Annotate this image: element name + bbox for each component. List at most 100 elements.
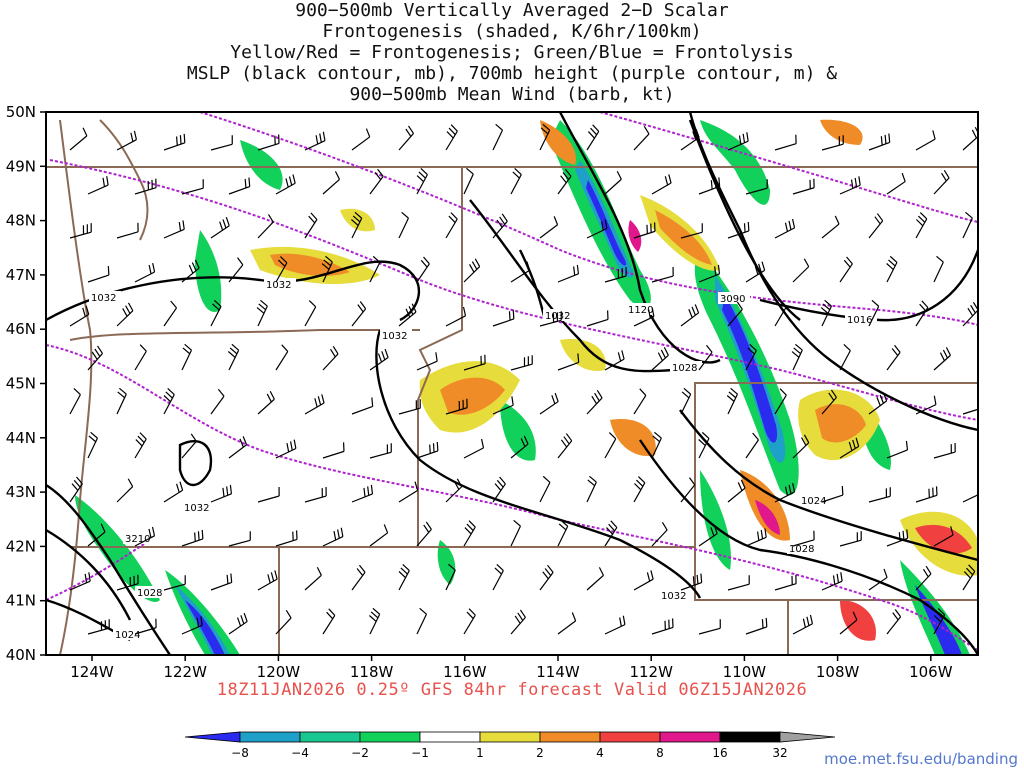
wind-barb xyxy=(886,344,901,371)
lon-tick-label: 114W xyxy=(536,663,580,680)
wind-barb xyxy=(698,431,710,459)
wind-barb xyxy=(116,130,138,151)
wind-barb xyxy=(398,125,414,151)
wind-barb xyxy=(510,519,522,547)
site-link[interactable]: moe.met.fsu.edu/banding xyxy=(824,750,1018,768)
wind-barb xyxy=(134,618,157,635)
wind-barb xyxy=(445,563,456,591)
wind-barb xyxy=(275,609,292,635)
wind-barb xyxy=(304,567,322,591)
wind-barb xyxy=(745,179,768,195)
wind-barb xyxy=(633,125,650,151)
wind-barb xyxy=(134,344,147,371)
wind-barb xyxy=(727,132,749,151)
lat-tick-label: 43N xyxy=(6,483,36,501)
lon-tick-label: 110W xyxy=(723,663,767,680)
wind-barb xyxy=(87,523,106,547)
lat-tick-label: 49N xyxy=(6,157,36,175)
wind-barb xyxy=(774,218,796,239)
mslp-label: 1024 xyxy=(801,496,826,507)
wind-barb xyxy=(416,256,430,283)
wind-barb xyxy=(275,256,288,283)
wind-barb xyxy=(557,353,580,371)
wind-barb xyxy=(745,343,757,371)
wind-barb xyxy=(210,216,230,239)
wind-barb xyxy=(604,170,622,195)
wind-barb xyxy=(163,575,186,591)
wind-barb xyxy=(680,223,703,239)
wind-barb xyxy=(257,390,275,415)
wind-barb xyxy=(821,572,843,591)
wind-barb xyxy=(557,264,580,283)
wind-barb xyxy=(445,124,458,151)
mslp-label: 1028 xyxy=(789,544,814,555)
wind-barb xyxy=(322,527,344,547)
wind-barb xyxy=(510,167,522,195)
wind-barb xyxy=(868,133,891,151)
wind-barb xyxy=(745,261,766,283)
wind-barb xyxy=(651,618,674,635)
wind-barb xyxy=(351,484,374,503)
wind-barb xyxy=(839,531,862,547)
mslp-label: 1028 xyxy=(672,363,697,374)
colorbar-box xyxy=(539,731,601,743)
wind-barbs xyxy=(69,123,978,635)
wind-barb xyxy=(69,476,83,503)
wind-barb xyxy=(962,494,978,503)
wind-barb xyxy=(792,614,814,635)
wind-barb xyxy=(304,212,318,239)
wind-barb xyxy=(586,310,609,327)
lat-tick-label: 45N xyxy=(6,375,36,393)
height-label: 3090 xyxy=(720,294,745,305)
wind-barb xyxy=(69,305,90,327)
wind-barb xyxy=(445,212,458,239)
wind-barb xyxy=(962,408,978,415)
wind-barb xyxy=(604,520,618,547)
wind-barb xyxy=(727,221,750,239)
wind-barb xyxy=(539,123,551,151)
wind-barb xyxy=(181,343,193,371)
wind-barb xyxy=(726,387,739,415)
wind-barb xyxy=(651,431,662,459)
wind-barb xyxy=(492,123,504,151)
wind-barb xyxy=(87,266,110,283)
wind-barb xyxy=(257,487,280,503)
mslp-label: 1028 xyxy=(137,588,162,599)
wind-barb xyxy=(275,344,289,371)
lat-tick-label: 48N xyxy=(6,212,36,230)
wind-barb xyxy=(322,442,345,459)
wind-barb xyxy=(839,256,853,283)
wind-barb xyxy=(774,134,797,151)
wind-barb xyxy=(539,475,551,503)
lat-tick-label: 40N xyxy=(6,646,36,664)
wind-barb xyxy=(492,309,515,327)
lat-tick-label: 50N xyxy=(6,103,36,121)
wind-barb xyxy=(586,124,600,151)
wind-barb xyxy=(398,211,409,239)
wind-barb xyxy=(633,476,646,503)
title-line-5: 900−500mb Mean Wind (barb, kt) xyxy=(349,84,675,105)
colorbar-arrow-right xyxy=(779,731,836,743)
wind-barb xyxy=(398,481,419,503)
wind-barb xyxy=(463,438,485,459)
wind-barb xyxy=(933,608,946,635)
wind-barb xyxy=(321,255,333,283)
wind-barb xyxy=(510,609,526,635)
wind-barb xyxy=(69,127,88,151)
wind-barb xyxy=(398,303,417,327)
wind-barb xyxy=(304,300,317,327)
colorbar-box xyxy=(599,731,661,743)
wind-barb xyxy=(557,433,573,459)
wind-barb xyxy=(116,574,139,591)
wind-barb xyxy=(163,481,184,503)
wind-barb xyxy=(445,398,468,415)
wind-barb xyxy=(134,263,156,283)
wind-barb xyxy=(821,485,844,503)
wind-barb xyxy=(228,257,244,283)
mslp-label: 1032 xyxy=(661,591,686,602)
title-line-2: Frontogenesis (shaded, K/6hr/100km) xyxy=(322,21,702,42)
lon-tick-label: 106W xyxy=(909,663,953,680)
wind-barb xyxy=(210,388,225,415)
mslp-label: 1032 xyxy=(382,331,407,342)
wind-barb xyxy=(87,431,98,459)
